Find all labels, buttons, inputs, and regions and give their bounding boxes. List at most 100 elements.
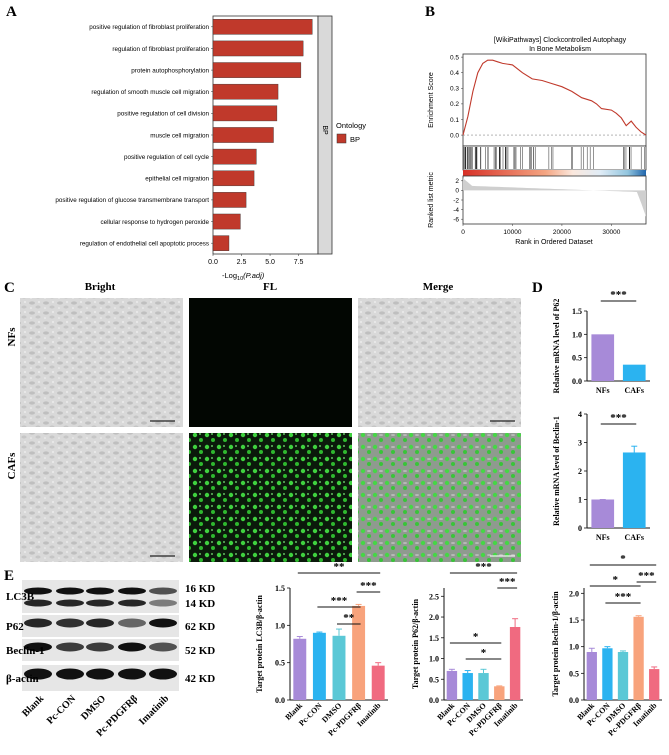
blot-label-lc3b: LC3B (6, 591, 35, 603)
significance-label: * (612, 574, 618, 586)
bar (494, 686, 505, 700)
metric-y-label: Ranked list metric (428, 172, 435, 228)
metric-plot-area (462, 175, 647, 225)
go-term-label: regulation of endothelial cell apoptotic… (80, 240, 209, 247)
x-tick-label: CAFs (624, 386, 644, 395)
bar (586, 652, 597, 700)
go-term-label: positive regulation of cell cycle (124, 154, 210, 161)
y-tick-label: 0.0 (275, 696, 285, 705)
es-plot-area (462, 53, 647, 147)
blot-band (24, 642, 52, 652)
bar (446, 670, 458, 700)
kd-62: 62 KD (185, 621, 215, 633)
bar (312, 632, 326, 700)
significance-label: *** (638, 570, 655, 582)
y-tick-label: 1.0 (275, 621, 285, 630)
blot-band (24, 587, 52, 595)
significance-label: *** (499, 576, 516, 588)
bar (622, 364, 646, 381)
blot-band (118, 599, 146, 607)
blot-band (86, 642, 114, 652)
p62-mrna-chart: 0.0 0.5 1.0 1.5 NFs CAFs Relative mRNA level o… (552, 289, 650, 395)
legend-entry: BP (350, 135, 360, 144)
y-axis-label: Target protein P62/β-actin (411, 598, 420, 689)
es-y-label: Enrichment Score (428, 72, 435, 128)
image-nfs-merge (358, 298, 521, 427)
go-term-label: positive regulation of glucose transmemb… (55, 197, 209, 204)
blot-band (56, 587, 84, 595)
image-cafs-merge (358, 433, 521, 562)
blot-band (24, 668, 52, 680)
blot-band (86, 599, 114, 607)
legend-title: Ontology (336, 121, 366, 130)
blot-band (56, 668, 84, 680)
y-tick-label: 2.5 (429, 592, 439, 601)
gsea-title-line1: [WikiPathways] Clockcontrolled Autophagy (494, 37, 627, 44)
y-tick-label: 0 (578, 524, 582, 533)
col-merge: Merge (423, 281, 454, 293)
panel-letter-d: D (532, 280, 543, 296)
row-nfs: NFs (6, 327, 18, 347)
go-term-label: epithelial cell migration (145, 176, 209, 183)
significance-label: *** (475, 561, 492, 573)
go-bar (212, 105, 278, 122)
y-tick-label: 1.0 (429, 655, 439, 664)
es-y-tick-label: 0.4 (450, 70, 459, 77)
panel-letter-e: E (4, 568, 14, 584)
hits-area (462, 145, 647, 171)
x-tick-label: NFs (596, 533, 610, 542)
go-bar (212, 62, 302, 78)
lc3b-protein-chart: 0.00.51.01.5BlankPc-CONDMSOPc-PDGFRβImat… (255, 561, 388, 738)
blot-band (118, 618, 146, 628)
blot-band (118, 587, 146, 595)
col-bright: Bright (85, 281, 116, 293)
image-cafs-bright (20, 433, 183, 562)
p62-protein-chart: 0.00.51.01.52.02.5BlankPc-CONDMSOPc-PDGF… (411, 561, 523, 738)
go-term-label: muscle cell migration (150, 132, 209, 139)
y-tick-label: 3 (578, 439, 582, 448)
es-y-tick-label: 0.2 (450, 101, 459, 108)
col-fl: FL (263, 281, 277, 293)
y-tick-label: 1.5 (429, 634, 439, 643)
lane-label: Blank (20, 693, 46, 719)
x-axis-label: -Log10(P.adj) (222, 271, 265, 282)
panel-letter-a: A (6, 4, 17, 20)
lane-label: Pc-CON (45, 693, 79, 727)
y-axis-label: Target protein LC3B/β-actin (255, 595, 264, 693)
metric-y-tick-label: 0 (455, 188, 459, 195)
kd-42: 42 KD (185, 673, 215, 685)
lane-label: DMSO (79, 693, 108, 722)
bar (633, 616, 644, 700)
significance-label: *** (615, 591, 632, 603)
significance-label: *** (610, 412, 627, 424)
es-y-tick-label: 0.0 (450, 132, 459, 139)
microscopy-panel: Bright FL Merge NFs CAFs (6, 281, 521, 562)
y-tick-label: 1.0 (572, 330, 582, 339)
facet-label: BP (321, 125, 328, 135)
metric-y-tick-label: -4 (453, 207, 459, 214)
bar (293, 638, 307, 700)
y-tick-label: 1.0 (569, 643, 579, 652)
bar (371, 665, 385, 700)
beclin1-protein-chart: 0.00.51.01.52.0BlankPc-CONDMSOPc-PDGFRβI… (551, 553, 662, 738)
blot-label-p62: P62 (6, 621, 24, 633)
x-tick-label: NFs (596, 386, 610, 395)
y-axis-label: Relative mRNA level of P62 (552, 299, 561, 394)
significance-label: * (481, 647, 487, 659)
x-tick-label: 0.0 (208, 259, 218, 266)
y-tick-label: 0.5 (569, 669, 579, 678)
bar (602, 648, 613, 700)
blot-band (56, 599, 84, 607)
blot-band (86, 618, 114, 628)
y-tick-label: 1 (578, 496, 582, 505)
x-tick-label: 2.5 (237, 259, 247, 266)
x-tick-label: 20000 (553, 229, 571, 236)
go-term-label: regulation of smooth muscle cell migrati… (91, 89, 209, 96)
es-curve (462, 59, 647, 136)
blot-label-beta-actin: β-actin (6, 673, 39, 685)
go-bar (212, 148, 257, 165)
blot-band (56, 618, 84, 628)
y-tick-label: 0.0 (569, 696, 579, 705)
x-tick-label: 5.0 (265, 259, 275, 266)
go-bar (212, 40, 304, 57)
